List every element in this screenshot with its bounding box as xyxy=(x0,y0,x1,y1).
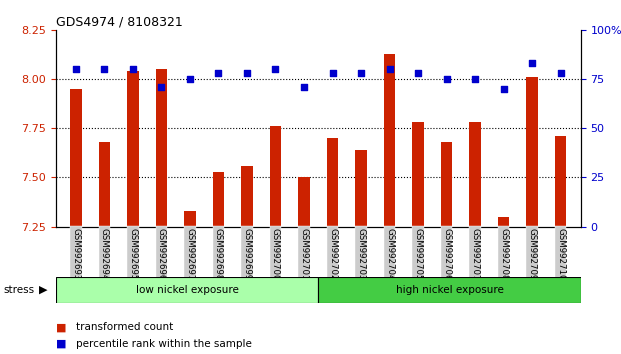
Point xyxy=(384,67,394,72)
Point xyxy=(499,86,509,92)
Point xyxy=(156,84,166,90)
Bar xyxy=(127,72,138,227)
Text: GSM992703: GSM992703 xyxy=(356,228,366,280)
Point xyxy=(556,70,566,76)
Text: GSM992706: GSM992706 xyxy=(442,228,451,280)
Text: high nickel exposure: high nickel exposure xyxy=(396,285,504,295)
Text: GSM992693: GSM992693 xyxy=(71,228,80,280)
Point xyxy=(71,67,81,72)
Point xyxy=(327,70,337,76)
Bar xyxy=(412,122,424,227)
Text: GSM992700: GSM992700 xyxy=(271,228,280,280)
Text: GSM992707: GSM992707 xyxy=(471,228,479,280)
Bar xyxy=(327,138,338,227)
Text: GSM992696: GSM992696 xyxy=(157,228,166,280)
Text: GSM992704: GSM992704 xyxy=(385,228,394,280)
Text: ■: ■ xyxy=(56,339,66,349)
Text: GSM992709: GSM992709 xyxy=(528,228,537,280)
Bar xyxy=(384,54,395,227)
Text: GSM992695: GSM992695 xyxy=(129,228,137,280)
Point xyxy=(214,70,224,76)
Bar xyxy=(469,122,481,227)
Bar xyxy=(99,142,110,227)
Text: GSM992694: GSM992694 xyxy=(100,228,109,280)
Text: GDS4974 / 8108321: GDS4974 / 8108321 xyxy=(56,16,183,29)
Bar xyxy=(156,69,167,227)
Bar xyxy=(184,211,196,227)
Point xyxy=(99,67,109,72)
Point xyxy=(128,67,138,72)
Point xyxy=(527,61,537,66)
Text: GSM992701: GSM992701 xyxy=(299,228,309,280)
Point xyxy=(470,76,480,82)
Bar xyxy=(555,136,566,227)
Bar xyxy=(318,277,581,303)
Point xyxy=(413,70,423,76)
Point xyxy=(299,84,309,90)
Text: GSM992699: GSM992699 xyxy=(242,228,252,280)
Text: GSM992697: GSM992697 xyxy=(186,228,194,280)
Text: GSM992705: GSM992705 xyxy=(414,228,422,280)
Point xyxy=(242,70,252,76)
Text: transformed count: transformed count xyxy=(76,322,173,332)
Text: GSM992708: GSM992708 xyxy=(499,228,508,280)
Text: GSM992698: GSM992698 xyxy=(214,228,223,280)
Bar xyxy=(56,277,318,303)
Text: ▶: ▶ xyxy=(39,285,48,295)
Text: GSM992702: GSM992702 xyxy=(328,228,337,280)
Point xyxy=(271,67,281,72)
Text: percentile rank within the sample: percentile rank within the sample xyxy=(76,339,252,349)
Point xyxy=(442,76,451,82)
Point xyxy=(185,76,195,82)
Bar xyxy=(213,172,224,227)
Text: ■: ■ xyxy=(56,322,66,332)
Bar xyxy=(270,126,281,227)
Bar xyxy=(70,89,81,227)
Bar xyxy=(355,150,367,227)
Text: low nickel exposure: low nickel exposure xyxy=(135,285,238,295)
Bar xyxy=(441,142,452,227)
Text: stress: stress xyxy=(3,285,34,295)
Bar xyxy=(527,77,538,227)
Bar xyxy=(298,177,310,227)
Bar xyxy=(242,166,253,227)
Point xyxy=(356,70,366,76)
Bar xyxy=(498,217,509,227)
Text: GSM992710: GSM992710 xyxy=(556,228,565,280)
